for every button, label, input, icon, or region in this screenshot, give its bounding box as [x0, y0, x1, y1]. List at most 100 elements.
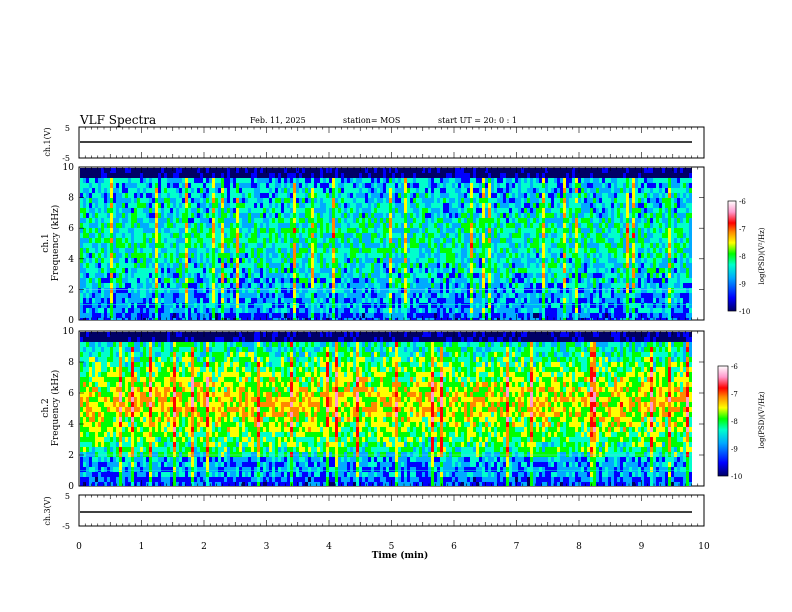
spectrogram-cell: [341, 198, 344, 203]
spectrogram-cell: [419, 263, 422, 268]
spectrogram-cell: [323, 283, 326, 288]
spectrogram-cell: [359, 178, 362, 183]
spectrogram-cell: [254, 223, 257, 228]
spectrogram-cell: [326, 203, 329, 208]
spectrogram-cell: [290, 308, 293, 313]
spectrogram-cell: [359, 193, 362, 198]
spectrogram-cell: [506, 203, 509, 208]
spectrogram-cell: [395, 303, 398, 308]
spectrogram-cell: [290, 233, 293, 238]
spectrogram-cell: [101, 263, 104, 268]
spectrogram-cell: [248, 313, 251, 318]
spectrogram-cell: [311, 238, 314, 243]
spectrogram-cell: [485, 258, 488, 263]
spectrogram-cell: [197, 253, 200, 258]
spectrogram-cell: [116, 248, 119, 253]
spectrogram-cell: [374, 228, 377, 233]
spectrogram-cell: [215, 173, 218, 178]
spectrogram-cell: [215, 308, 218, 313]
spectrogram-cell: [491, 168, 494, 173]
spectrogram-cell: [479, 288, 482, 293]
spectrogram-cell: [80, 248, 83, 253]
spectrogram-cell: [407, 173, 410, 178]
spectrogram-cell: [356, 308, 359, 313]
spectrogram-cell: [320, 258, 323, 263]
spectrogram-cell: [407, 218, 410, 223]
spectrogram-cell: [371, 293, 374, 298]
spectrogram-cell: [245, 213, 248, 218]
spectrogram-cell: [155, 278, 158, 283]
spectrogram-cell: [425, 213, 428, 218]
spectrogram-cell: [320, 168, 323, 173]
spectrogram-cell: [395, 313, 398, 318]
spectrogram-cell: [395, 193, 398, 198]
spectrogram-cell: [86, 198, 89, 203]
spectrogram-cell: [344, 218, 347, 223]
spectrogram-cell: [266, 228, 269, 233]
spectrogram-cell: [458, 233, 461, 238]
spectrogram-cell: [119, 203, 122, 208]
spectrogram-cell: [410, 228, 413, 233]
spectrogram-cell: [152, 238, 155, 243]
spectrogram-cell: [419, 268, 422, 273]
spectrogram-cell: [200, 313, 203, 318]
spectrogram-cell: [497, 218, 500, 223]
spectrogram-cell: [461, 203, 464, 208]
spectrogram-cell: [500, 278, 503, 283]
spectrogram-cell: [539, 298, 542, 303]
spectrogram-cell: [437, 308, 440, 313]
spectrogram-cell: [368, 288, 371, 293]
spectrogram-cell: [356, 173, 359, 178]
spectrogram-cell: [122, 208, 125, 213]
spectrogram-cell: [113, 263, 116, 268]
spectrogram-cell: [392, 278, 395, 283]
spectrogram-cell: [290, 198, 293, 203]
spectrogram-cell: [251, 288, 254, 293]
spectrogram-cell: [266, 218, 269, 223]
spectrogram-cell: [275, 213, 278, 218]
spectrogram-cell: [122, 183, 125, 188]
spectrogram-cell: [107, 268, 110, 273]
spectrogram-cell: [416, 173, 419, 178]
spectrogram-cell: [440, 198, 443, 203]
spectrogram-cell: [266, 233, 269, 238]
spectrogram-cell: [434, 238, 437, 243]
spectrogram-cell: [491, 278, 494, 283]
spectrogram-cell: [497, 273, 500, 278]
spectrogram-cell: [104, 213, 107, 218]
spectrogram-cell: [266, 303, 269, 308]
spectrogram-cell: [428, 188, 431, 193]
spectrogram-cell: [209, 193, 212, 198]
spectrogram-cell: [389, 198, 392, 203]
spectrogram-cell: [107, 238, 110, 243]
spectrogram-cell: [362, 308, 365, 313]
spectrogram-cell: [260, 273, 263, 278]
spectrogram-cell: [179, 223, 182, 228]
spectrogram-cell: [320, 208, 323, 213]
spectrogram-cell: [356, 188, 359, 193]
spectrogram-cell: [470, 213, 473, 218]
spectrogram-cell: [353, 268, 356, 273]
spectrogram-cell: [488, 288, 491, 293]
spectrogram-cell: [422, 263, 425, 268]
spectrogram-cell: [89, 168, 92, 173]
spectrogram-cell: [83, 173, 86, 178]
spectrogram-cell: [476, 298, 479, 303]
spectrogram-cell: [143, 263, 146, 268]
spectrogram-cell: [125, 238, 128, 243]
spectrogram-cell: [209, 203, 212, 208]
spectrogram-cell: [425, 308, 428, 313]
spectrogram-cell: [287, 188, 290, 193]
spectrogram-cell: [146, 293, 149, 298]
spectrogram-cell: [371, 253, 374, 258]
spectrogram-cell: [260, 243, 263, 248]
spectrogram-cell: [299, 238, 302, 243]
spectrogram-cell: [473, 193, 476, 198]
spectrogram-cell: [356, 198, 359, 203]
spectrogram-cell: [242, 308, 245, 313]
spectrogram-cell: [203, 318, 206, 320]
spectrogram-cell: [497, 313, 500, 318]
spectrogram-cell: [131, 313, 134, 318]
spectrogram-cell: [281, 288, 284, 293]
spectrogram-cell: [287, 263, 290, 268]
